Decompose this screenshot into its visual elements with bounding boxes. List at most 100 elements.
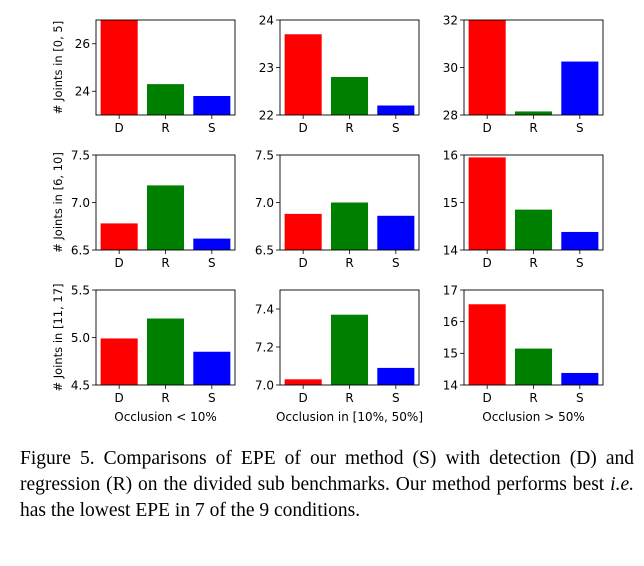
axes-frame xyxy=(95,19,236,116)
bar-R xyxy=(514,348,553,385)
x-tick-label: S xyxy=(576,256,584,270)
subplot-r0-c0: D R S 24 26 # Joints in [0, 5] xyxy=(51,19,236,135)
y-tick-label: 22 xyxy=(259,108,274,122)
bar-D xyxy=(468,157,506,250)
y-tick-label: 26 xyxy=(75,37,90,51)
x-axis-label: Occlusion in [10%, 50%] xyxy=(276,410,423,424)
x-tick-label: D xyxy=(115,391,124,405)
y-tick-label: 16 xyxy=(443,315,458,329)
y-tick-label: 5.0 xyxy=(71,331,90,345)
y-tick-label: 7.0 xyxy=(255,196,274,210)
bar-D xyxy=(284,379,322,385)
bar-R xyxy=(146,318,185,385)
y-tick-label: 7.0 xyxy=(71,196,90,210)
subplot-r2-c0: D R S 4.5 5.0 5.5 # Joints in [11, 17] Occlusio… xyxy=(51,283,236,424)
x-tick-label: D xyxy=(299,256,308,270)
x-axis-label: Occlusion > 50% xyxy=(482,410,584,424)
y-tick-label: 32 xyxy=(443,13,458,27)
x-tick-label: D xyxy=(483,391,492,405)
y-axis-label: # Joints in [0, 5] xyxy=(51,21,65,114)
x-tick-label: R xyxy=(529,256,537,270)
subplot-r1-c0: D R S 6.5 7.0 7.5 # Joints in [6, 10] xyxy=(51,148,236,270)
x-tick-label: R xyxy=(161,256,169,270)
x-tick-label: S xyxy=(208,121,216,135)
x-tick-label: D xyxy=(115,121,124,135)
bar-D xyxy=(468,20,506,115)
bar-R xyxy=(514,209,553,251)
x-tick-label: R xyxy=(345,121,353,135)
subplot-r2-c2: D R S 14 15 16 17 Occlusion > 50% xyxy=(443,283,604,424)
caption-text-part1: Figure 5. Comparisons of EPE of our meth… xyxy=(20,448,634,495)
x-tick-label: D xyxy=(299,391,308,405)
x-tick-label: R xyxy=(529,391,537,405)
subplot-r1-c1: D R S 6.5 7.0 7.5 xyxy=(255,148,420,270)
axes-frame xyxy=(463,289,604,386)
bar-S xyxy=(193,351,231,385)
subplot-r1-c2: D R S 14 15 16 xyxy=(443,148,604,270)
x-tick-label: S xyxy=(576,121,584,135)
y-tick-label: 24 xyxy=(259,13,274,27)
x-tick-label: S xyxy=(392,121,400,135)
x-tick-label: S xyxy=(208,256,216,270)
y-tick-label: 24 xyxy=(75,85,90,99)
y-tick-label: 28 xyxy=(443,108,458,122)
y-tick-label: 15 xyxy=(443,347,458,361)
x-tick-label: R xyxy=(161,391,169,405)
bar-R xyxy=(330,77,369,115)
bar-D xyxy=(100,20,138,115)
bar-S xyxy=(377,215,415,250)
bar-S xyxy=(561,61,599,115)
bar-S xyxy=(561,372,599,385)
axes-frame xyxy=(279,289,420,386)
bar-S xyxy=(193,96,231,115)
bar-D xyxy=(284,213,322,250)
figure-caption: Figure 5. Comparisons of EPE of our meth… xyxy=(20,446,634,524)
bar-R xyxy=(146,185,185,250)
x-tick-label: D xyxy=(115,256,124,270)
y-tick-label: 16 xyxy=(443,148,458,162)
y-tick-label: 4.5 xyxy=(71,378,90,392)
x-tick-label: R xyxy=(161,121,169,135)
y-axis-label: # Joints in [6, 10] xyxy=(51,152,65,253)
x-axis-label: Occlusion < 10% xyxy=(114,410,216,424)
caption-text-part2: has the lowest EPE in 7 of the 9 conditi… xyxy=(20,500,361,521)
x-tick-label: R xyxy=(529,121,537,135)
x-tick-label: R xyxy=(345,391,353,405)
subplot-r2-c1: D R S 7.0 7.2 7.4 Occlusion in [10%, 50%] xyxy=(255,289,423,424)
y-tick-label: 17 xyxy=(443,283,458,297)
bar-D xyxy=(100,223,138,250)
bar-S xyxy=(561,231,599,250)
bar-R xyxy=(330,314,369,385)
bar-S xyxy=(377,367,415,385)
subplot-r0-c2: D R S 28 30 32 xyxy=(443,13,604,135)
x-tick-label: D xyxy=(483,256,492,270)
y-tick-label: 7.0 xyxy=(255,378,274,392)
y-tick-label: 7.5 xyxy=(255,148,274,162)
x-tick-label: S xyxy=(392,256,400,270)
y-tick-label: 7.5 xyxy=(71,148,90,162)
x-tick-label: S xyxy=(392,391,400,405)
y-tick-label: 14 xyxy=(443,243,458,257)
bar-R xyxy=(146,84,185,115)
bar-D xyxy=(468,304,506,385)
y-tick-label: 5.5 xyxy=(71,283,90,297)
y-tick-label: 7.2 xyxy=(255,340,274,354)
x-tick-label: D xyxy=(299,121,308,135)
bar-R xyxy=(514,111,553,115)
y-tick-label: 6.5 xyxy=(255,243,274,257)
y-tick-label: 6.5 xyxy=(71,243,90,257)
y-tick-label: 7.4 xyxy=(255,302,274,316)
y-axis-label: # Joints in [11, 17] xyxy=(51,283,65,391)
y-tick-label: 15 xyxy=(443,196,458,210)
x-tick-label: D xyxy=(483,121,492,135)
bar-S xyxy=(377,105,415,115)
x-tick-label: R xyxy=(345,256,353,270)
caption-emphasis: i.e. xyxy=(610,474,634,495)
figure-5-bar-charts: D R S 24 26 # Joints in [0, 5] D R S 22 23 24 D R S 28 3… xyxy=(51,13,604,424)
y-tick-label: 23 xyxy=(259,61,274,75)
subplot-r0-c1: D R S 22 23 24 xyxy=(259,13,420,135)
x-tick-label: S xyxy=(576,391,584,405)
bar-S xyxy=(193,238,231,250)
bar-D xyxy=(284,34,322,115)
y-tick-label: 14 xyxy=(443,378,458,392)
